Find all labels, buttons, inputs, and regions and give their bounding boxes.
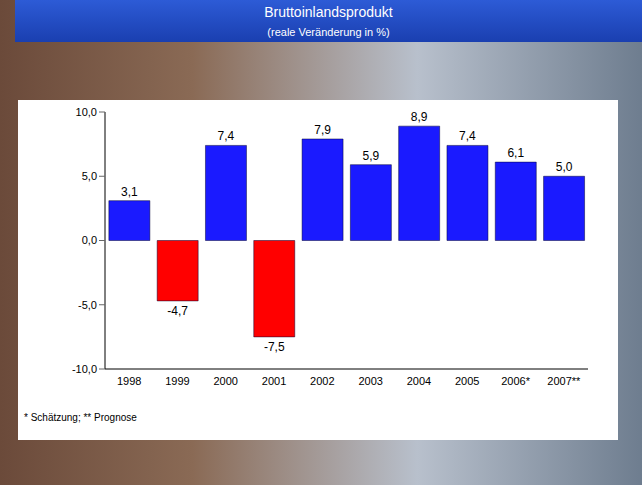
svg-text:-7,5: -7,5 [264,340,285,354]
svg-text:5,9: 5,9 [363,149,380,163]
svg-text:5,0: 5,0 [556,160,573,174]
html-text:* Schätzung; ** Prognose: * Schätzung; ** Prognose [24,412,137,423]
html-text:Bruttoinlandsprodukt: Bruttoinlandsprodukt [264,4,393,20]
svg-text:10,0: 10,0 [76,106,97,118]
svg-text:8,9: 8,9 [411,110,428,124]
svg-text:0,0: 0,0 [82,234,97,246]
svg-text:-10,0: -10,0 [72,363,97,375]
svg-text:2002: 2002 [310,375,334,387]
svg-text:2006*: 2006* [501,375,530,387]
svg-text:2004: 2004 [407,375,431,387]
svg-text:-4,7: -4,7 [167,304,188,318]
svg-text:7,4: 7,4 [459,129,476,143]
svg-text:7,4: 7,4 [218,129,235,143]
svg-text:2005: 2005 [455,375,479,387]
svg-text:2003: 2003 [358,375,382,387]
html-text:(reale Veränderung in %): (reale Veränderung in %) [267,26,390,38]
svg-text:-5,0: -5,0 [78,299,97,311]
svg-text:7,9: 7,9 [314,123,331,137]
svg-text:5,0: 5,0 [82,170,97,182]
svg-text:1998: 1998 [117,375,141,387]
svg-text:3,1: 3,1 [121,185,138,199]
svg-text:2000: 2000 [214,375,238,387]
svg-text:6,1: 6,1 [507,146,524,160]
svg-text:1999: 1999 [165,375,189,387]
svg-text:2007**: 2007** [547,375,581,387]
svg-text:2001: 2001 [262,375,286,387]
